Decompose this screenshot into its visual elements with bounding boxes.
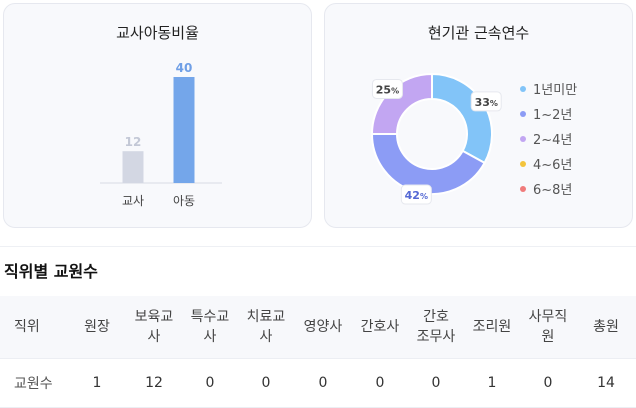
column-header: 원장 [68, 296, 126, 359]
table-cell: 1 [68, 358, 126, 408]
legend-item: 6~8년 [520, 176, 577, 201]
bar-category-label: 교사 [122, 194, 144, 208]
legend-dot-icon [520, 135, 526, 142]
table-cell: 1 [464, 358, 520, 408]
legend-item: 4~6년 [520, 151, 577, 176]
donut-percent-label: 42% [400, 184, 432, 205]
table-cell: 0 [352, 358, 408, 408]
legend-dot-icon [520, 160, 526, 167]
legend-dot-icon [520, 85, 526, 92]
ratio-card-title: 교사아동비율 [116, 24, 199, 42]
column-header: 직위 [0, 296, 68, 359]
bar-교사 [122, 151, 144, 183]
legend-label: 2~4년 [533, 133, 573, 148]
table-cell: 0 [408, 358, 464, 408]
bar-value-label: 12 [125, 135, 142, 149]
table-cell: 12 [126, 358, 182, 408]
staff-section-title: 직위별 교원수 [4, 262, 98, 281]
column-header: 간호 조무사 [408, 296, 464, 359]
legend-label: 1년미만 [533, 83, 578, 98]
legend-item: 1년미만 [520, 76, 577, 101]
svg-text:42%: 42% [405, 189, 428, 202]
table-cell: 0 [238, 358, 294, 408]
legend-dot-icon [520, 110, 526, 117]
section-divider [0, 246, 636, 247]
column-header: 사무직 원 [520, 296, 576, 359]
bar-value-label: 40 [176, 61, 193, 75]
svg-text:25%: 25% [376, 83, 399, 96]
bar-category-label: 아동 [173, 194, 195, 208]
legend-item: 1~2년 [520, 101, 577, 126]
column-header: 영양사 [294, 296, 352, 359]
column-header: 치료교 사 [238, 296, 294, 359]
ratio-bar-chart: 12 교사 40 아동 [100, 61, 222, 208]
bar-아동 [173, 77, 195, 183]
table-cell: 0 [294, 358, 352, 408]
table-cell: 0 [520, 358, 576, 408]
table-cell: 14 [576, 358, 636, 408]
legend-dot-icon [520, 185, 526, 192]
svg-text:33%: 33% [475, 96, 498, 109]
tenure-donut-chart: 33% 42% 25% [370, 72, 502, 205]
column-header: 총원 [576, 296, 636, 359]
staff-table-header: 직위 원장 보육교 사 특수교 사 치료교 사 영양사 간호사 간호 조무사 조리원 사무직 원 총원 [0, 296, 636, 359]
donut-percent-label: 33% [470, 91, 502, 112]
legend-label: 4~6년 [533, 158, 573, 173]
donut-percent-label: 25% [371, 78, 403, 99]
tenure-legend: 1년미만 1~2년 2~4년 4~6년 6~8년 [520, 76, 577, 201]
column-header: 특수교 사 [182, 296, 238, 359]
tenure-card-title: 현기관 근속연수 [427, 24, 530, 42]
ratio-card: 교사아동비율 12 교사 40 아동 [3, 3, 312, 228]
legend-label: 6~8년 [533, 183, 573, 198]
column-header: 보육교 사 [126, 296, 182, 359]
row-label: 교원수 [0, 358, 68, 408]
legend-label: 1~2년 [533, 108, 573, 123]
staff-table: 직위 원장 보육교 사 특수교 사 치료교 사 영양사 간호사 간호 조무사 조리원 사무직 원 총원 교원수… [0, 296, 636, 408]
table-row: 교원수 1 12 0 0 0 0 0 1 0 14 [0, 358, 636, 408]
column-header: 간호사 [352, 296, 408, 359]
legend-item: 2~4년 [520, 126, 577, 151]
donut-slice-2~4년 [370, 72, 433, 135]
donut-slice-1~2년 [370, 133, 486, 195]
donut-slice-1년미만 [431, 72, 493, 165]
table-cell: 0 [182, 358, 238, 408]
column-header: 조리원 [464, 296, 520, 359]
